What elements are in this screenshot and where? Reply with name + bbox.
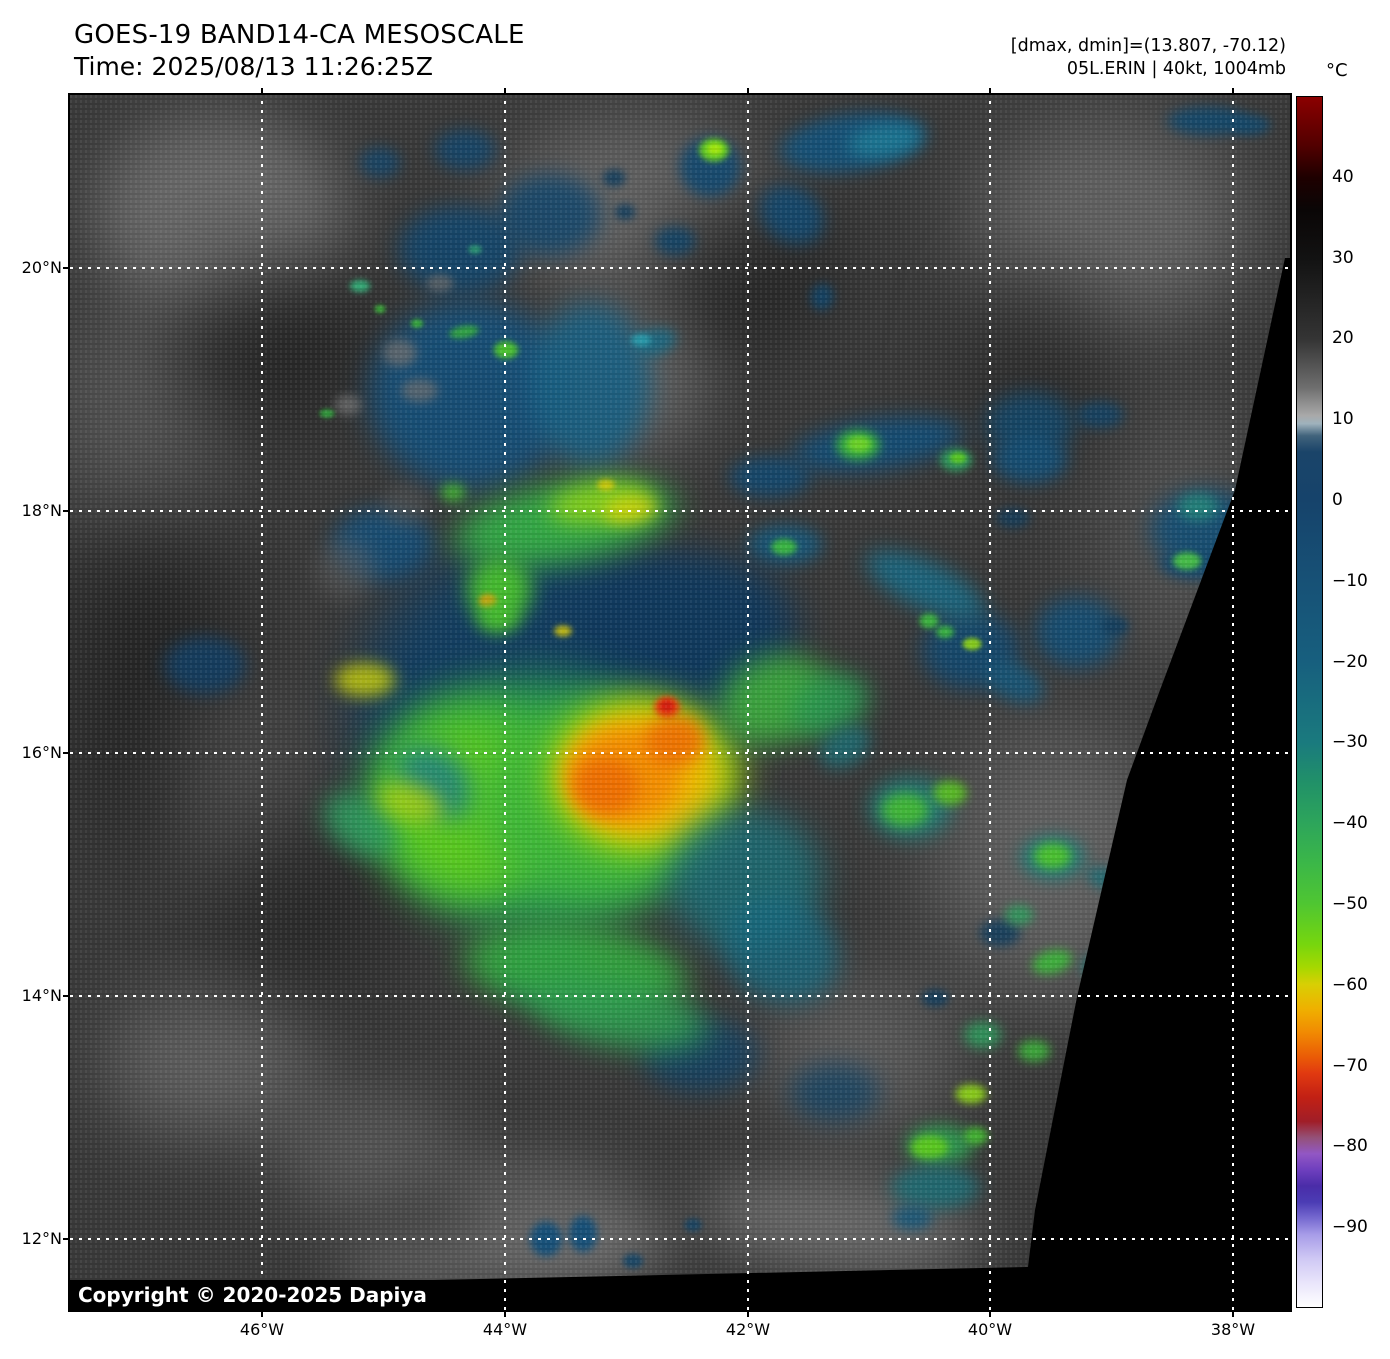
- latitude-gridline: [70, 995, 1290, 997]
- colorbar-tick-label: −50: [1332, 894, 1368, 914]
- longitude-tick: [1232, 1311, 1234, 1317]
- temperature-colorbar: [1296, 96, 1323, 1308]
- latitude-gridline: [70, 267, 1290, 269]
- longitude-tick: [747, 1311, 749, 1317]
- longitude-axis-label: 42°W: [725, 1320, 771, 1339]
- longitude-tick: [504, 1311, 506, 1317]
- colorbar-tick-label: −40: [1332, 813, 1368, 834]
- longitude-gridline: [989, 95, 991, 1310]
- longitude-gridline: [1232, 95, 1234, 1310]
- colorbar-tick-label: 0: [1332, 490, 1343, 510]
- latitude-tick: [63, 510, 69, 512]
- colorbar-tick-label: 20: [1332, 328, 1354, 349]
- longitude-tick: [989, 1311, 991, 1317]
- colorbar-tick-label: −80: [1332, 1136, 1368, 1157]
- latitude-tick: [63, 1238, 69, 1240]
- latitude-axis-label: 12°N: [21, 1229, 62, 1248]
- copyright-label: Copyright © 2020-2025 Dapiya: [70, 1280, 437, 1310]
- longitude-axis-label: 38°W: [1210, 1320, 1256, 1339]
- longitude-tick: [747, 88, 749, 94]
- dmax-dmin-label: [dmax, dmin]=(13.807, -70.12): [1010, 36, 1286, 56]
- pixel-texture-overlay: [70, 95, 1290, 1310]
- latitude-axis-label: 18°N: [21, 501, 62, 520]
- longitude-tick: [261, 88, 263, 94]
- longitude-tick: [1232, 88, 1234, 94]
- colorbar-tick-label: −30: [1332, 732, 1368, 753]
- latitude-gridline: [70, 510, 1290, 512]
- colorbar-tick-label: −10: [1332, 570, 1368, 591]
- colorbar-tick-label: −20: [1332, 651, 1368, 672]
- longitude-tick: [261, 1311, 263, 1317]
- latitude-axis-label: 20°N: [21, 258, 62, 277]
- latitude-gridline: [70, 1238, 1290, 1240]
- latitude-tick: [63, 267, 69, 269]
- latitude-tick: [63, 752, 69, 754]
- longitude-axis-label: 40°W: [967, 1320, 1013, 1339]
- colorbar-tick-label: −60: [1332, 974, 1368, 995]
- latitude-axis-label: 14°N: [21, 986, 62, 1005]
- longitude-axis-label: 44°W: [482, 1320, 528, 1339]
- longitude-gridline: [261, 95, 263, 1310]
- colorbar-tick-label: 40: [1332, 166, 1354, 187]
- page-title: GOES-19 BAND14-CA MESOSCALE: [74, 20, 525, 50]
- colorbar-tick-label: 10: [1332, 409, 1354, 430]
- longitude-tick: [989, 88, 991, 94]
- longitude-axis-label: 46°W: [239, 1320, 285, 1339]
- storm-info-label: 05L.ERIN | 40kt, 1004mb: [1066, 59, 1286, 79]
- colorbar-tick-label: 30: [1332, 247, 1354, 268]
- colorbar-tick-label: −90: [1332, 1217, 1368, 1238]
- colorbar-tick-label: −70: [1332, 1055, 1368, 1076]
- colorbar-unit-label: °C: [1326, 60, 1348, 81]
- latitude-gridline: [70, 752, 1290, 754]
- timestamp-label: Time: 2025/08/13 11:26:25Z: [74, 52, 433, 81]
- latitude-axis-label: 16°N: [21, 743, 62, 762]
- longitude-gridline: [747, 95, 749, 1310]
- longitude-tick: [504, 88, 506, 94]
- satellite-map: Copyright © 2020-2025 Dapiya: [68, 93, 1292, 1312]
- longitude-gridline: [504, 95, 506, 1310]
- latitude-tick: [63, 995, 69, 997]
